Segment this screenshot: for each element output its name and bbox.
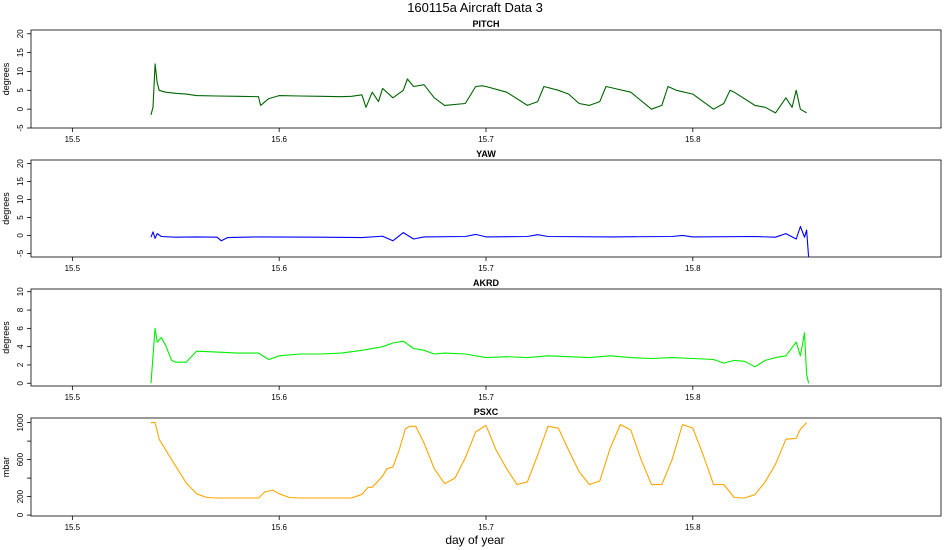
y-tick-label: 600 bbox=[16, 452, 25, 466]
figure-title: 160115a Aircraft Data 3 bbox=[407, 0, 543, 15]
y-tick-label: 0 bbox=[16, 512, 25, 517]
x-tick-label: 15.6 bbox=[271, 135, 287, 144]
series-line-akrd bbox=[150, 327, 810, 384]
x-tick-label: 15.8 bbox=[685, 264, 701, 273]
x-tick-label: 15.7 bbox=[478, 135, 494, 144]
y-tick-label: 6 bbox=[16, 326, 25, 331]
y-tick-label: 200 bbox=[16, 489, 25, 503]
y-tick-label: 15 bbox=[16, 177, 25, 186]
x-tick-label: 15.7 bbox=[478, 393, 494, 402]
x-tick-label: 15.6 bbox=[271, 393, 287, 402]
x-tick-label: 15.7 bbox=[478, 523, 494, 532]
y-tick-label: 0 bbox=[16, 106, 25, 111]
y-tick-label: 8 bbox=[16, 307, 25, 312]
x-tick-label: 15.6 bbox=[271, 264, 287, 273]
plot-frame bbox=[30, 417, 942, 517]
y-tick-label: 0 bbox=[16, 380, 25, 385]
panel-akrd: AKRD 0 2 4 6 8 10 degrees 15.5 15.6 15.7 15.8 bbox=[1, 278, 942, 402]
y-tick-label: 10 bbox=[16, 66, 25, 75]
x-tick-label: 15.7 bbox=[478, 264, 494, 273]
x-tick-label: 15.5 bbox=[65, 135, 81, 144]
y-tick-label: 10 bbox=[16, 287, 25, 296]
y-tick-label: 4 bbox=[16, 344, 25, 349]
y-tick-label: 20 bbox=[16, 29, 25, 38]
panel-pitch: PITCH -5 0 5 10 15 20 degrees 15.5 15.6 15.7 15.8 bbox=[1, 19, 942, 144]
series-line-pitch bbox=[150, 63, 807, 115]
x-tick-label: 15.8 bbox=[685, 523, 701, 532]
y-tick-label: 5 bbox=[16, 215, 25, 220]
series-line-yaw bbox=[150, 225, 810, 258]
x-tick-label: 15.8 bbox=[685, 393, 701, 402]
y-tick-label: 2 bbox=[16, 362, 25, 367]
y-axis-label: degrees bbox=[1, 321, 11, 354]
y-tick-label: -5 bbox=[16, 124, 25, 132]
panel-psxc: PSXC 0 200 600 1000 mbar 15.5 15.6 15.7 15.8 bbox=[1, 407, 942, 532]
x-tick-label: 15.5 bbox=[65, 393, 81, 402]
y-tick-label: 5 bbox=[16, 88, 25, 93]
y-tick-label: 0 bbox=[16, 233, 25, 238]
y-tick-label: 1000 bbox=[16, 413, 25, 431]
y-axis-label: degrees bbox=[1, 62, 11, 95]
panel-title: YAW bbox=[476, 149, 496, 159]
x-tick-label: 15.8 bbox=[685, 135, 701, 144]
x-tick-label: 15.5 bbox=[65, 264, 81, 273]
y-tick-label: 10 bbox=[16, 195, 25, 204]
x-tick-label: 15.6 bbox=[271, 523, 287, 532]
plot-frame bbox=[30, 159, 942, 258]
panel-yaw: YAW -5 0 5 10 15 20 degrees 15.5 15.6 15.7 15.8 bbox=[1, 149, 942, 273]
figure-x-axis-label: day of year bbox=[445, 533, 504, 547]
y-tick-label: -5 bbox=[16, 249, 25, 257]
panel-title: PSXC bbox=[474, 407, 499, 417]
panel-title: PITCH bbox=[473, 19, 500, 29]
y-tick-label: 15 bbox=[16, 48, 25, 57]
y-tick-label: 20 bbox=[16, 159, 25, 168]
panel-title: AKRD bbox=[473, 278, 499, 288]
y-axis-label: degrees bbox=[1, 192, 11, 225]
y-axis-label: mbar bbox=[1, 457, 11, 478]
series-line-psxc bbox=[151, 422, 807, 499]
plot-frame bbox=[30, 29, 942, 129]
x-tick-label: 15.5 bbox=[65, 523, 81, 532]
